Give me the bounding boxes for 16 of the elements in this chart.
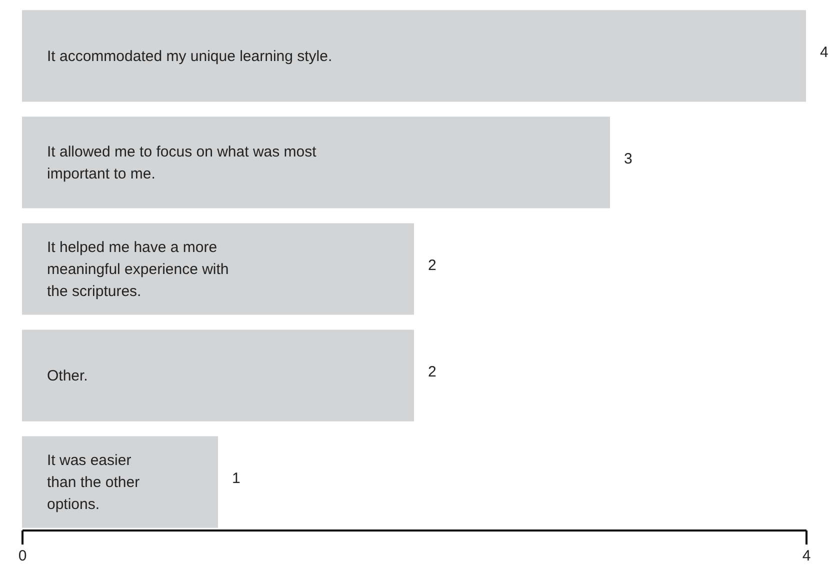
bar [22, 10, 806, 102]
y-tick-label: It was easier than the other options. [47, 452, 140, 514]
data-label: 1 [232, 470, 240, 488]
y-tick-label: It helped me have a more meaningful experience with the scriptures. [47, 239, 229, 300]
bar [22, 116, 610, 208]
y-tick-label: It accommodated my unique learning style. [47, 48, 332, 65]
x-tick-label: 0 [18, 548, 27, 564]
bar [22, 436, 218, 528]
data-label: 2 [428, 257, 436, 274]
y-tick-label: It allowed me to focus on what was most important to me. [47, 143, 318, 182]
data-label: 3 [624, 150, 632, 168]
y-tick-label: Other. [47, 368, 88, 385]
data-label: 2 [428, 364, 436, 381]
bar [22, 223, 414, 315]
data-label: 4 [820, 44, 828, 61]
bar [22, 330, 414, 422]
